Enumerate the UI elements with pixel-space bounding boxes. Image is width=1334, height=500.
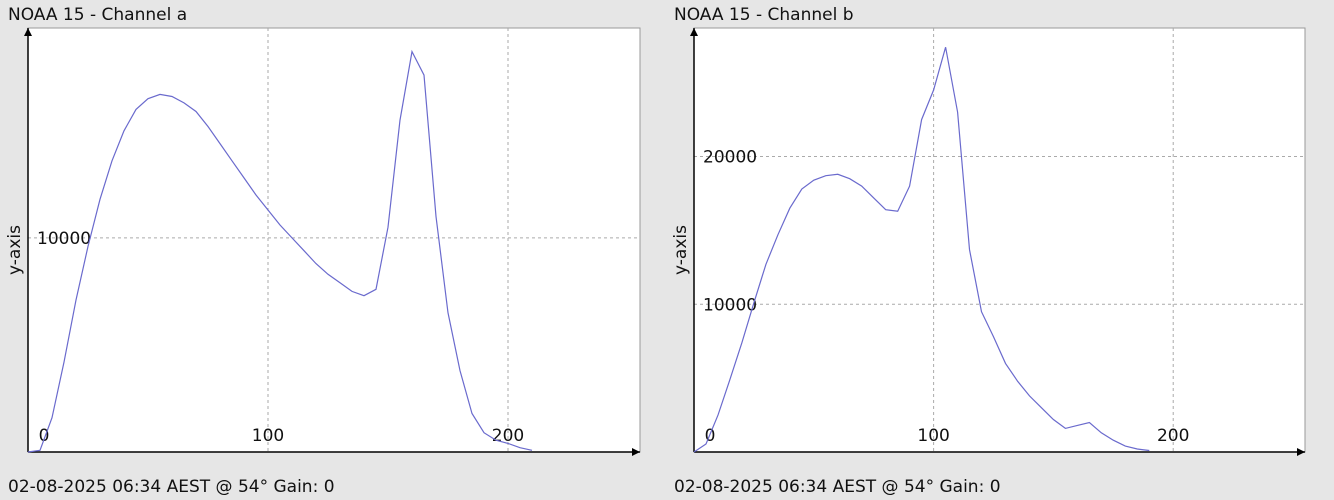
chart-title: NOAA 15 - Channel b: [674, 5, 854, 25]
y-axis-label: y-axis: [5, 225, 25, 275]
footer-text: 02-08-2025 06:34 AEST @ 54° Gain: 0: [8, 477, 335, 497]
x-tick-label: 100: [252, 426, 284, 446]
axis-arrow: [1297, 448, 1305, 456]
x-tick-label: 0: [39, 426, 50, 446]
x-tick-label: 200: [1157, 426, 1189, 446]
axis-arrow: [690, 28, 698, 36]
data-line: [693, 47, 1150, 453]
y-tick-label: 10000: [37, 229, 91, 249]
y-tick-label: 20000: [703, 148, 757, 168]
chart-title: NOAA 15 - Channel a: [8, 5, 187, 25]
axis-arrow: [632, 448, 640, 456]
y-axis-label: y-axis: [671, 225, 691, 275]
x-tick-label: 100: [917, 426, 949, 446]
plot-area: [27, 27, 641, 453]
axis-arrow: [24, 28, 32, 36]
y-tick-label: 10000: [703, 295, 757, 315]
data-line: [27, 49, 533, 453]
x-tick-label: 0: [705, 426, 716, 446]
footer-text: 02-08-2025 06:34 AEST @ 54° Gain: 0: [674, 477, 1001, 497]
plot-area: [693, 27, 1306, 453]
